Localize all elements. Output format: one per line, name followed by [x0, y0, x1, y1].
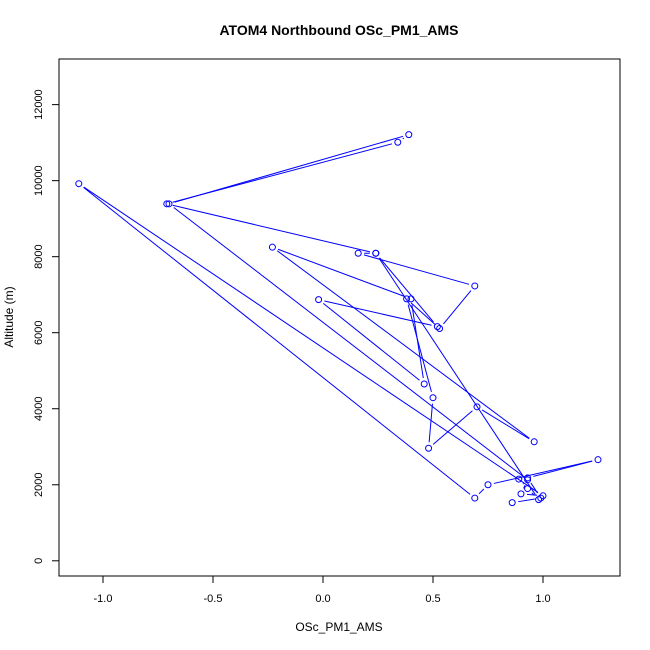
- series-line-segment: [443, 290, 472, 325]
- series-line-segment: [378, 257, 536, 495]
- y-tick-label: 8000: [33, 244, 45, 268]
- x-tick-label: 0.0: [315, 593, 330, 605]
- x-axis-label: OSc_PM1_AMS: [295, 620, 382, 634]
- y-tick-label: 4000: [33, 396, 45, 420]
- series-line-segment: [173, 207, 524, 477]
- series-line-segment: [478, 488, 485, 495]
- data-point: [372, 249, 380, 257]
- data-point: [436, 325, 444, 333]
- y-tick-label: 6000: [33, 320, 45, 344]
- data-point: [75, 180, 83, 188]
- y-axis-label: Altitude (m): [2, 286, 16, 347]
- series-line-segment: [432, 410, 473, 445]
- series-line-segment: [277, 248, 406, 298]
- data-point: [471, 494, 479, 502]
- series-line-segment: [522, 483, 524, 485]
- data-point: [515, 475, 523, 483]
- series-line-segment: [493, 460, 593, 484]
- data-point: [594, 456, 602, 464]
- x-tick-label: -0.5: [204, 593, 223, 605]
- data-point: [405, 131, 413, 139]
- series-line-segment: [526, 493, 538, 496]
- data-point: [425, 444, 433, 452]
- data-point: [471, 282, 479, 290]
- series-line-segment: [322, 302, 420, 381]
- x-axis: -1.0 -0.5 0.0 0.5 1.0: [94, 575, 551, 605]
- series-layer: [75, 131, 602, 507]
- data-point: [535, 496, 543, 504]
- series-line-segment: [428, 403, 433, 443]
- x-tick-label: -1.0: [94, 593, 113, 605]
- series-line-segment: [411, 304, 424, 379]
- data-point: [315, 296, 323, 304]
- y-tick-label: 0: [33, 558, 45, 564]
- data-point: [394, 138, 402, 146]
- y-axis: 0 2000 4000 6000 8000 10000 12000: [33, 89, 60, 564]
- data-point: [407, 295, 415, 303]
- data-point: [524, 474, 532, 482]
- data-point: [165, 200, 173, 208]
- series-line-segment: [402, 137, 405, 140]
- chart-title: ATOM4 Northbound OSc_PM1_AMS: [219, 22, 458, 38]
- data-point: [403, 295, 411, 303]
- data-point: [539, 492, 547, 500]
- data-point: [524, 485, 532, 493]
- data-point: [354, 249, 362, 257]
- data-point: [508, 499, 516, 507]
- series-line-segment: [518, 498, 535, 503]
- data-point: [524, 476, 532, 484]
- y-tick-label: 2000: [33, 473, 45, 497]
- series-line-segment: [531, 492, 535, 496]
- data-point: [433, 323, 441, 331]
- y-tick-label: 10000: [33, 165, 45, 196]
- series-line-segment: [83, 187, 471, 495]
- x-tick-label: 0.5: [425, 593, 440, 605]
- series-line-segment: [83, 186, 539, 493]
- data-point: [517, 490, 525, 498]
- data-point: [484, 481, 492, 489]
- series-line-segment: [410, 302, 436, 325]
- series-line-segment: [172, 143, 393, 203]
- series-line-segment: [379, 257, 434, 323]
- series-line-segment: [276, 250, 530, 439]
- series-line-segment: [324, 300, 432, 326]
- series-line-segment: [407, 304, 432, 393]
- data-point: [163, 200, 171, 208]
- data-point: [530, 438, 538, 446]
- series-line-segment: [172, 204, 371, 253]
- y-tick-label: 12000: [33, 89, 45, 120]
- data-point: [473, 403, 481, 411]
- x-tick-label: 1.0: [535, 593, 550, 605]
- data-point: [429, 394, 437, 402]
- data-point: [268, 243, 276, 251]
- data-point: [420, 380, 428, 388]
- series-line-segment: [481, 409, 530, 440]
- series-line-segment: [523, 485, 526, 489]
